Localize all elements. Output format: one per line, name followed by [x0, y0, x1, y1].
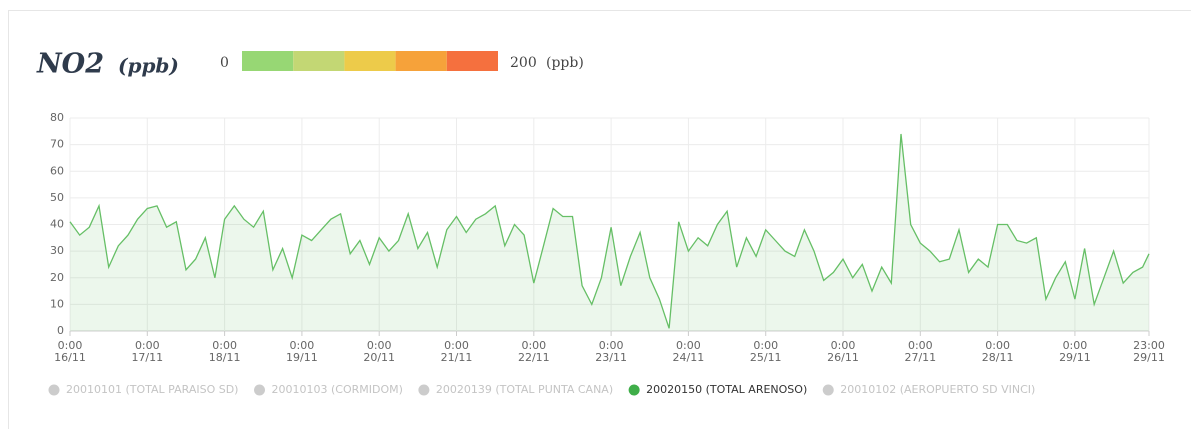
y-tick-label: 0 [57, 324, 64, 337]
legend-marker[interactable] [822, 384, 834, 396]
scale-min: 0 [220, 55, 229, 71]
legend-item[interactable]: 20020150 (TOTAL ARENOSO) [646, 383, 807, 396]
x-tick-date: 27/11 [904, 351, 936, 364]
y-tick-label: 30 [50, 244, 64, 257]
scale-segment [395, 51, 447, 71]
x-tick-label: 0:00 [908, 339, 933, 352]
x-tick-label: 0:00 [212, 339, 237, 352]
y-tick-label: 60 [50, 164, 64, 177]
x-tick-date: 20/11 [363, 351, 395, 364]
scale-segment [293, 51, 345, 71]
x-tick-date: 21/11 [441, 351, 473, 364]
legend: 20010101 (TOTAL PARAISO SD) 20010103 (COR… [48, 383, 1035, 396]
x-tick-date: 16/11 [54, 351, 86, 364]
y-tick-label: 20 [50, 271, 64, 284]
scale-segment [344, 51, 396, 71]
x-tick-date: 18/11 [209, 351, 241, 364]
legend-marker[interactable] [48, 384, 60, 396]
legend-item[interactable]: 20010101 (TOTAL PARAISO SD) [66, 383, 238, 396]
x-tick-date: 24/11 [673, 351, 705, 364]
x-tick-date: 26/11 [827, 351, 859, 364]
y-tick-label: 80 [50, 111, 64, 124]
x-tick-label: 0:00 [444, 339, 469, 352]
y-tick-label: 70 [50, 138, 64, 151]
x-tick-label: 0:00 [58, 339, 83, 352]
legend-marker[interactable] [418, 384, 430, 396]
x-tick-date: 28/11 [982, 351, 1014, 364]
x-tick-label: 0:00 [290, 339, 315, 352]
y-tick-label: 50 [50, 191, 64, 204]
line [69, 133, 1150, 329]
legend-marker[interactable] [628, 384, 640, 396]
x-tick-date: 17/11 [131, 351, 163, 364]
scale-segment [446, 51, 498, 71]
x-tick-label: 0:00 [1063, 339, 1088, 352]
scale-unit: (ppb) [546, 55, 584, 71]
x-tick-date: 29/11 [1059, 351, 1091, 364]
x-tick-label: 0:00 [831, 339, 856, 352]
x-tick-label: 0:00 [135, 339, 160, 352]
legend-item[interactable]: 20010103 (CORMIDOM) [271, 383, 402, 396]
plot: 010203040506070800:0016/110:0017/110:001… [50, 111, 1165, 364]
scale-segment [242, 51, 294, 71]
x-tick-label: 0:00 [599, 339, 624, 352]
y-tick-label: 10 [50, 297, 64, 310]
unit: (ppb) [118, 54, 179, 78]
area [70, 134, 1149, 331]
x-tick-date: 19/11 [286, 351, 318, 364]
scale-max: 200 [510, 55, 537, 71]
x-tick-date: 22/11 [518, 351, 550, 364]
x-tick-date: 25/11 [750, 351, 782, 364]
x-tick-label: 23:00 [1133, 339, 1165, 352]
card [8, 10, 1191, 429]
legend-item[interactable]: 20020139 (TOTAL PUNTA CANA) [436, 383, 613, 396]
x-tick-label: 0:00 [521, 339, 546, 352]
chart-title: NO2 [36, 49, 104, 80]
legend-item[interactable]: 20010102 (AEROPUERTO SD VINCI) [840, 383, 1035, 396]
scale-bar [242, 51, 498, 71]
x-tick-label: 0:00 [753, 339, 778, 352]
x-tick-date: 29/11 [1133, 351, 1165, 364]
x-tick-label: 0:00 [985, 339, 1010, 352]
x-tick-date: 23/11 [595, 351, 627, 364]
y-tick-label: 40 [50, 218, 64, 231]
x-tick-label: 0:00 [367, 339, 392, 352]
legend-marker[interactable] [253, 384, 265, 396]
x-tick-label: 0:00 [676, 339, 701, 352]
